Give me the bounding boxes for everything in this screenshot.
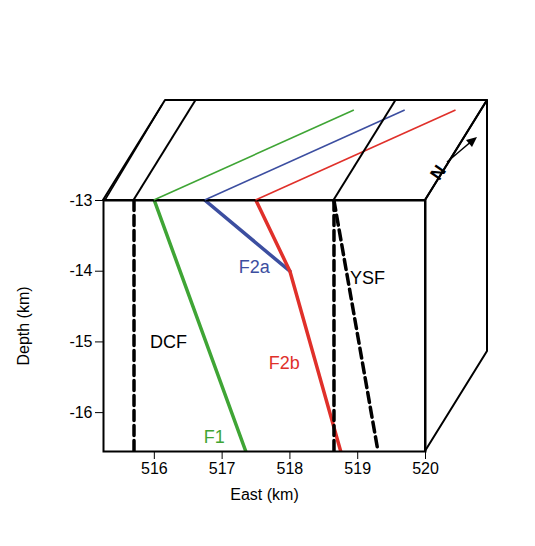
- svg-text:517: 517: [209, 460, 236, 477]
- svg-text:519: 519: [344, 460, 371, 477]
- svg-text:F2a: F2a: [239, 257, 271, 277]
- svg-text:DCF: DCF: [150, 332, 187, 352]
- svg-text:-15: -15: [69, 333, 92, 350]
- svg-text:F2b: F2b: [269, 353, 300, 373]
- svg-text:520: 520: [412, 460, 439, 477]
- svg-text:-14: -14: [69, 262, 92, 279]
- svg-text:F1: F1: [204, 427, 225, 447]
- svg-text:YSF: YSF: [350, 268, 385, 288]
- svg-text:516: 516: [141, 460, 168, 477]
- svg-text:-13: -13: [69, 192, 92, 209]
- svg-text:East (km): East (km): [230, 486, 298, 503]
- svg-text:N: N: [426, 161, 450, 183]
- svg-text:-16: -16: [69, 404, 92, 421]
- svg-text:518: 518: [277, 460, 304, 477]
- svg-text:Depth (km): Depth (km): [15, 286, 32, 365]
